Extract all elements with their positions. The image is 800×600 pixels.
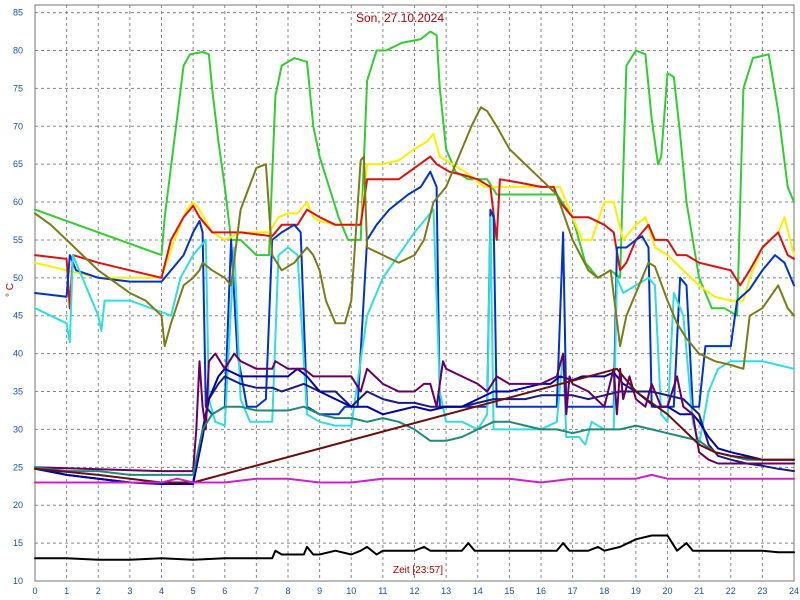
y-tick-label: 60	[13, 197, 23, 207]
x-tick-label: 23	[757, 586, 767, 596]
x-tick-label: 14	[473, 586, 483, 596]
series-line-6	[34, 106, 795, 370]
series-line-13	[34, 534, 795, 561]
x-tick-label: 19	[631, 586, 641, 596]
chart-title: Son, 27.10.2024	[356, 11, 444, 25]
y-tick-label: 65	[13, 159, 23, 169]
x-tick-label: 8	[285, 586, 290, 596]
x-tick-label: 21	[694, 586, 704, 596]
y-tick-label: 30	[13, 424, 23, 434]
y-tick-label: 25	[13, 462, 23, 472]
y-tick-label: 10	[13, 576, 23, 586]
x-tick-label: 17	[568, 586, 578, 596]
x-tick-label: 4	[159, 586, 164, 596]
x-tick-label: 9	[317, 586, 322, 596]
x-tick-label: 16	[536, 586, 546, 596]
y-tick-label: 15	[13, 538, 23, 548]
x-tick-label: 1	[64, 586, 69, 596]
series-group	[34, 30, 795, 561]
y-tick-label: 50	[13, 273, 23, 283]
x-tick-label: 11	[378, 586, 387, 596]
x-tick-label: 2	[96, 586, 101, 596]
y-axis-label: ° C	[5, 283, 16, 297]
x-tick-label: 24	[789, 586, 799, 596]
y-tick-label: 85	[13, 8, 23, 18]
y-tick-label: 80	[13, 45, 23, 55]
x-tick-label: 13	[441, 586, 451, 596]
x-tick-label: 3	[127, 586, 132, 596]
x-tick-label: 5	[191, 586, 196, 596]
series-line-11	[34, 367, 795, 484]
y-tick-label: 35	[13, 387, 23, 397]
y-tick-label: 20	[13, 500, 23, 510]
series-line-12	[34, 473, 795, 484]
y-tick-label: 75	[13, 83, 23, 93]
series-line-9	[34, 352, 795, 473]
x-tick-label: 7	[254, 586, 259, 596]
tick-labels: 0 1 2 3 4 5 6 7 8 9 10 11 12 13 14 15 16 17 18 19 20 21 22 23 24…	[13, 8, 799, 596]
x-tick-label: 20	[662, 586, 672, 596]
y-tick-label: 40	[13, 349, 23, 359]
series-line-3	[34, 155, 795, 310]
x-tick-label: 0	[32, 586, 37, 596]
series-line-2	[34, 132, 795, 302]
x-axis-label: Zeit [23:57]	[393, 565, 443, 576]
x-tick-label: 12	[409, 586, 419, 596]
series-line-10	[34, 405, 795, 476]
x-tick-label: 22	[726, 586, 736, 596]
x-tick-label: 18	[599, 586, 609, 596]
x-tick-label: 10	[346, 586, 356, 596]
x-tick-label: 6	[222, 586, 227, 596]
y-tick-label: 70	[13, 121, 23, 131]
y-tick-label: 55	[13, 235, 23, 245]
x-tick-label: 15	[504, 586, 514, 596]
y-tick-label: 45	[13, 311, 23, 321]
series-line-8	[34, 367, 795, 485]
